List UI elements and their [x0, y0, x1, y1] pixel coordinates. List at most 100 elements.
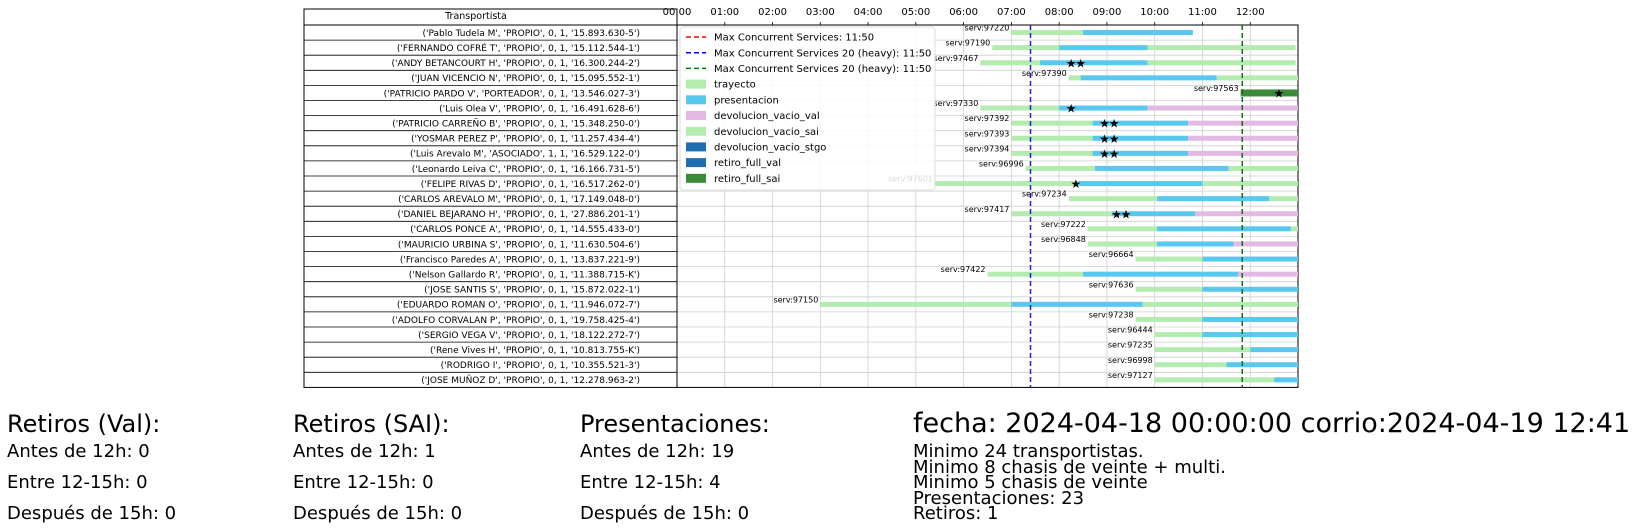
driver-label: ('Luis Arevalo M', 'ASOCIADO', 1, 1, '16…	[410, 150, 640, 160]
driver-label: ('JOSE SANTIS S', 'PROPIO', 0, 1, '15.87…	[424, 286, 640, 296]
retiros-sai-title: Retiros (SAI):	[293, 410, 450, 438]
bar-presentacion	[1274, 377, 1298, 383]
bar-trayecto	[1087, 226, 1158, 232]
retiros-val-after-15: Después de 15h: 0	[7, 503, 177, 524]
driver-label: ('PATRICIO PARDO V', 'PORTEADOR', 0, 1, …	[384, 89, 640, 99]
driver-label: ('JOSE MUÑOZ D', 'PROPIO', 0, 1, '12.278…	[421, 375, 640, 386]
x-tick-label: 08:00	[1045, 7, 1074, 18]
driver-label: ('CARLOS AREVALO M', 'PROPIO', 0, 1, '17…	[398, 195, 640, 205]
legend-patch-swatch	[686, 173, 706, 183]
bar-presentacion	[1202, 256, 1298, 262]
legend-label: Max Concurrent Services 20 (heavy): 11:5…	[714, 64, 931, 75]
driver-label: ('RODRIGO I', 'PROPIO', 0, 1, '10.355.52…	[441, 361, 640, 371]
x-tick-label: 10:00	[1140, 7, 1169, 18]
bar-devolucion_vacio_sai	[1228, 165, 1298, 171]
bar-presentacion	[1094, 165, 1229, 171]
driver-label: ('YOSMAR PEREZ P', 'PROPIO', 0, 1, '11.2…	[411, 135, 640, 145]
bar-trayecto	[1154, 347, 1251, 353]
star-marker: ★	[1075, 56, 1086, 70]
service-label: serv:96444	[1108, 326, 1153, 335]
run-date: fecha: 2024-04-18 00:00:00 corrio:2024-0…	[913, 408, 1631, 439]
bar-devolucion_vacio_sai	[1142, 301, 1298, 307]
service-label: serv:97393	[965, 129, 1010, 138]
x-tick-label: 05:00	[901, 7, 930, 18]
bar-trayecto	[1135, 286, 1203, 292]
bar-trayecto	[1087, 241, 1158, 247]
driver-label: ('Leonardo Leiva C', 'PROPIO', 0, 1, '16…	[412, 165, 640, 175]
x-tick-label: 01:00	[710, 7, 739, 18]
bar-presentacion	[1111, 211, 1196, 217]
bar-presentacion	[1202, 332, 1298, 338]
plot-frame	[676, 24, 1299, 388]
legend-label: Max Concurrent Services: 11:50	[714, 33, 874, 44]
service-label: serv:97127	[1108, 371, 1153, 380]
x-axis-ticks: 00:00 01:00 02:00 03:00 04:00 05:00 06:00 07:00…	[663, 7, 1265, 25]
bar-devolucion_vacio_sai	[1290, 226, 1298, 232]
bar-trayecto	[1068, 75, 1081, 81]
star-marker: ★	[1109, 117, 1120, 131]
service-label: serv:97394	[965, 144, 1010, 153]
driver-label: ('MAURICIO URBINA S', 'PROPIO', 0, 1, '1…	[398, 240, 640, 250]
bar-trayecto	[1154, 362, 1227, 368]
bar-presentacion	[1059, 105, 1148, 111]
bar-devolucion_vacio_sai	[1147, 60, 1296, 66]
bar-devolucion_vacio_sai	[1216, 75, 1298, 81]
bar-devolucion_vacio_val	[1188, 135, 1298, 141]
bar-trayecto	[1011, 30, 1084, 36]
service-label: serv:97234	[1022, 190, 1067, 199]
legend-patch-swatch	[686, 158, 706, 168]
bar-trayecto	[992, 45, 1060, 51]
bar-presentacion	[1080, 75, 1217, 81]
x-tick-label: 09:00	[1093, 7, 1122, 18]
legend-patch-swatch	[686, 111, 706, 120]
service-label: serv:97392	[965, 114, 1010, 123]
driver-label: ('ANDY BETANCOURT H', 'PROPIO', 0, 1, '1…	[391, 59, 640, 69]
service-label: serv:97417	[965, 205, 1010, 214]
service-label: serv:96998	[1108, 356, 1153, 365]
presentaciones-12-15: Entre 12-15h: 4	[580, 472, 721, 493]
x-tick-label: 06:00	[949, 7, 978, 18]
bar-presentacion	[1059, 45, 1148, 51]
bar-trayecto	[1011, 150, 1093, 156]
driver-label: ('EDUARDO ROMAN O', 'PROPIO', 0, 1, '11.…	[397, 301, 640, 311]
legend-label: retiro_full_sai	[714, 174, 780, 185]
service-label: serv:97330	[934, 99, 979, 108]
bar-trayecto	[1011, 211, 1112, 217]
bar-devolucion_vacio_val	[1147, 105, 1298, 111]
bar-devolucion_vacio_sai	[1269, 196, 1298, 202]
bar-presentacion	[1092, 135, 1189, 141]
bar-trayecto	[1135, 316, 1203, 322]
bar-presentacion	[1250, 347, 1298, 353]
driver-label: ('JUAN VICENCIO N', 'PROPIO', 0, 1, '15.…	[411, 74, 640, 84]
bar-devolucion_vacio_val	[1238, 271, 1298, 277]
legend-patch-swatch	[686, 95, 706, 105]
legend-label: presentacion	[714, 95, 779, 106]
service-label: serv:97238	[1089, 310, 1134, 319]
service-label: serv:97390	[1022, 69, 1067, 78]
star-marker: ★	[1070, 177, 1081, 191]
x-tick-label: 07:00	[997, 7, 1026, 18]
bar-trayecto	[820, 301, 1012, 307]
driver-label: ('DANIEL BEJARANO H', 'PROPIO', 0, 1, '2…	[397, 210, 640, 220]
star-marker: ★	[1099, 132, 1110, 146]
legend-patch-swatch	[686, 126, 706, 136]
legend-label: devolucion_vacio_stgo	[714, 143, 826, 154]
bar-devolucion_vacio_val	[1188, 150, 1298, 156]
legend: Max Concurrent Services: 11:50 Max Concur…	[679, 26, 936, 191]
table-header: Transportista	[444, 11, 507, 22]
bar-presentacion	[1092, 120, 1189, 126]
x-tick-label: 04:00	[854, 7, 883, 18]
star-marker: ★	[1066, 56, 1077, 70]
service-label: serv:96996	[979, 159, 1024, 168]
note-retiros: Retiros: 1	[913, 503, 999, 524]
bar-presentacion	[1040, 60, 1148, 66]
retiros-sai-12-15: Entre 12-15h: 0	[293, 472, 434, 493]
driver-label: ('PATRICIO CARREÑO B', 'PROPIO', 0, 1, '…	[392, 118, 640, 129]
bar-presentacion	[1078, 181, 1203, 187]
driver-label: ('Luis Olea V', 'PROPIO', 0, 1, '16.491.…	[439, 104, 640, 114]
bar-presentacion	[1092, 150, 1189, 156]
presentaciones-after-15: Después de 15h: 0	[580, 503, 750, 524]
x-tick-label: 11:00	[1188, 7, 1217, 18]
bar-devolucion_vacio_sai	[1202, 181, 1298, 187]
